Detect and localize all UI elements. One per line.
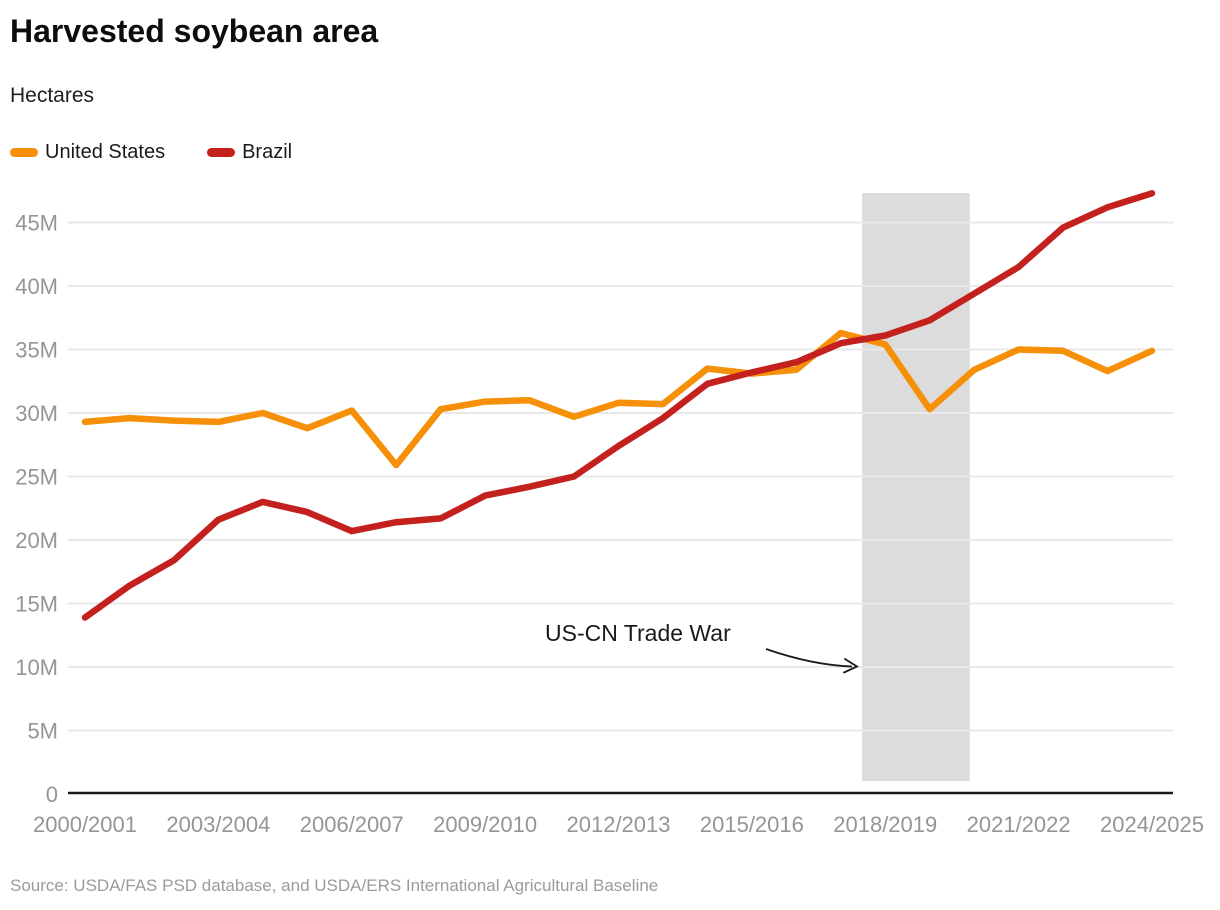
x-axis-label-2021-2022: 2021/2022	[967, 812, 1071, 837]
trade-war-highlight-band	[862, 193, 970, 781]
annotation-arrow-line	[765, 648, 853, 668]
series-line-brazil	[81, 190, 1156, 621]
legend-item-united-states: United States	[10, 141, 165, 164]
x-axis-label-2006-2007: 2006/2007	[300, 812, 404, 837]
source-note: Source: USDA/FAS PSD database, and USDA/…	[10, 876, 659, 895]
x-axis-label-2012-2013: 2012/2013	[567, 812, 671, 837]
legend-item-brazil: Brazil	[207, 141, 292, 164]
x-axis-label-2015-2016: 2015/2016	[700, 812, 804, 837]
annotation-arrowhead-icon	[843, 658, 859, 674]
legend: United States Brazil	[10, 141, 292, 164]
legend-swatch-united-states-icon	[10, 148, 38, 157]
y-axis-label-40M: 40M	[15, 274, 58, 299]
y-axis-label-10M: 10M	[15, 655, 58, 680]
y-axis-label-45M: 45M	[15, 211, 58, 236]
legend-swatch-brazil-icon	[207, 148, 236, 157]
y-axis-label-5M: 5M	[27, 719, 58, 744]
legend-label-united-states: United States	[45, 141, 166, 163]
x-axis-label-2018-2019: 2018/2019	[833, 812, 937, 837]
y-axis-label-25M: 25M	[15, 465, 58, 490]
y-axis-label-20M: 20M	[15, 528, 58, 553]
y-axis-label-15M: 15M	[15, 592, 58, 617]
x-axis-label-2000-2001: 2000/2001	[33, 812, 137, 837]
annotation-trade-war-label: US-CN Trade War	[545, 620, 731, 646]
y-axis-label-30M: 30M	[15, 401, 58, 426]
chart-title: Harvested soybean area	[10, 13, 379, 49]
y-axis-label-35M: 35M	[15, 338, 58, 363]
y-axis-label-0: 0	[46, 782, 58, 807]
legend-label-brazil: Brazil	[242, 141, 293, 163]
x-axis-label-2003-2004: 2003/2004	[166, 812, 270, 837]
chart-subtitle: Hectares	[10, 84, 95, 107]
x-axis-label-2009-2010: 2009/2010	[433, 812, 537, 837]
x-axis-label-2024-2025: 2024/2025	[1100, 812, 1204, 837]
series-line-united-states	[81, 329, 1156, 469]
